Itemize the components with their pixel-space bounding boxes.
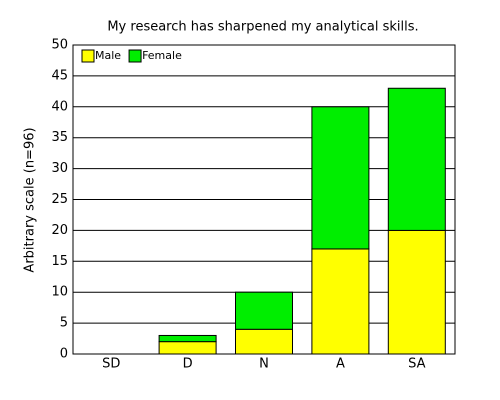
bar-segment	[387, 87, 446, 231]
bar-segment	[311, 248, 370, 355]
x-tick-label: SD	[102, 357, 120, 372]
bar-segment	[387, 229, 446, 355]
y-tick-label: 45	[51, 68, 68, 83]
bar-segment	[235, 328, 293, 355]
y-tick-label: 0	[60, 347, 68, 362]
legend-swatch	[81, 49, 95, 63]
legend-label: Female	[142, 49, 182, 62]
y-tick-label: 10	[51, 285, 68, 300]
bar-segment	[311, 106, 370, 250]
legend-label: Male	[95, 49, 121, 62]
y-axis-label: Arbitrary scale (n=96)	[23, 127, 38, 272]
y-tick-label: 5	[60, 316, 68, 331]
chart-title: My research has sharpened my analytical …	[107, 20, 418, 35]
y-tick-label: 40	[51, 99, 68, 114]
bar-segment	[235, 291, 293, 330]
x-tick-label: D	[183, 357, 193, 372]
y-tick-label: 15	[51, 254, 68, 269]
y-tick-label: 35	[51, 130, 68, 145]
legend-swatch	[128, 49, 142, 63]
y-tick-label: 30	[51, 161, 68, 176]
y-tick-label: 20	[51, 223, 68, 238]
bar-segment	[158, 341, 217, 355]
y-tick-label: 50	[51, 38, 68, 53]
x-tick-label: N	[259, 357, 269, 372]
y-tick-label: 25	[51, 192, 68, 207]
x-tick-label: A	[336, 357, 345, 372]
x-tick-label: SA	[408, 357, 425, 372]
bar-segment	[158, 334, 217, 343]
